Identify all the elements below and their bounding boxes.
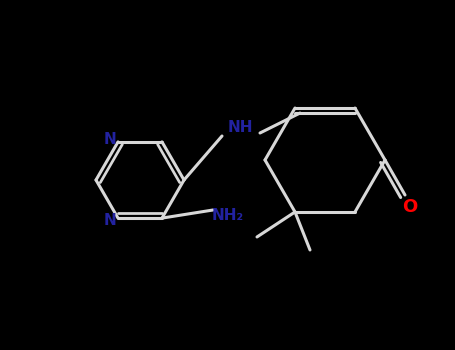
Text: N: N <box>104 212 116 228</box>
Text: NH: NH <box>227 120 253 135</box>
Text: N: N <box>104 132 116 147</box>
Text: NH₂: NH₂ <box>212 208 244 223</box>
Text: O: O <box>402 198 418 216</box>
